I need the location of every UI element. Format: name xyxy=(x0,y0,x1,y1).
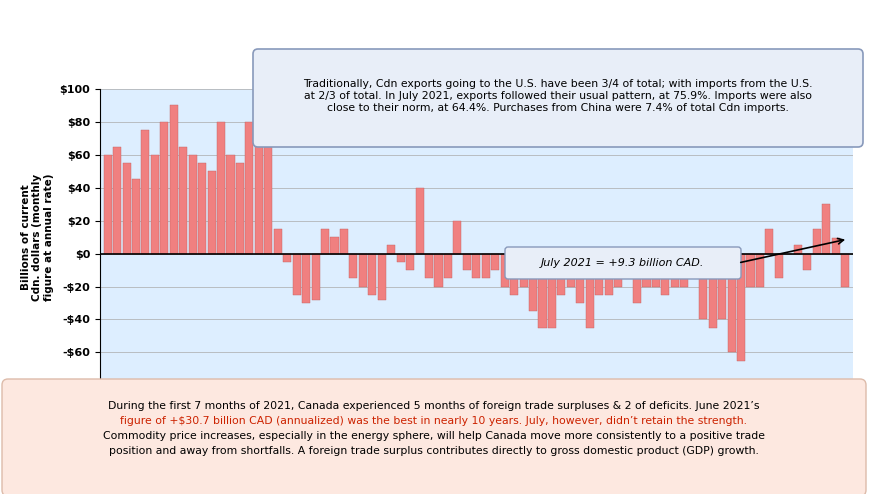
Bar xyxy=(641,253,650,287)
Bar xyxy=(123,163,130,253)
Bar xyxy=(472,253,480,278)
X-axis label: Year and month: Year and month xyxy=(421,416,531,429)
Bar xyxy=(283,253,291,262)
Y-axis label: Billions of current
Cdn. dollars (monthly
figure at annual rate): Billions of current Cdn. dollars (monthl… xyxy=(21,173,54,301)
Bar xyxy=(538,253,546,328)
Bar xyxy=(340,229,348,253)
Bar xyxy=(216,122,225,253)
Bar xyxy=(821,204,829,253)
Bar xyxy=(425,253,433,278)
Bar xyxy=(292,253,301,295)
Bar xyxy=(585,253,594,328)
Bar xyxy=(169,105,177,253)
Bar xyxy=(500,253,508,287)
Bar xyxy=(462,253,470,270)
Bar xyxy=(509,253,518,295)
Bar xyxy=(774,253,782,278)
Bar xyxy=(132,179,140,253)
Text: Traditionally, Cdn exports going to the U.S. have been 3/4 of total; with import: Traditionally, Cdn exports going to the … xyxy=(303,80,812,113)
Bar xyxy=(519,253,527,287)
Bar xyxy=(330,237,338,253)
Bar xyxy=(840,253,848,287)
Text: July 2021 = +9.3 billion CAD.: July 2021 = +9.3 billion CAD. xyxy=(541,258,704,268)
Bar xyxy=(142,130,149,253)
FancyBboxPatch shape xyxy=(2,379,865,494)
Bar xyxy=(160,122,169,253)
Bar xyxy=(189,155,196,253)
Text: figure of +$30.7 billion CAD (annualized) was the best in nearly 10 years. July,: figure of +$30.7 billion CAD (annualized… xyxy=(121,416,746,426)
Bar xyxy=(415,188,423,253)
Bar xyxy=(321,229,328,253)
Bar xyxy=(717,253,726,320)
Text: During the first 7 months of 2021, Canada experienced 5 months of foreign trade : During the first 7 months of 2021, Canad… xyxy=(108,401,759,411)
Bar xyxy=(453,221,461,253)
Bar xyxy=(150,155,159,253)
Bar xyxy=(633,253,640,303)
Bar xyxy=(708,253,716,328)
Bar xyxy=(746,253,753,287)
Bar xyxy=(567,253,574,287)
Bar xyxy=(481,253,489,278)
Bar xyxy=(699,253,706,320)
Bar xyxy=(387,246,395,253)
Bar xyxy=(614,253,621,287)
Bar xyxy=(434,253,442,287)
Bar xyxy=(680,253,687,287)
Bar xyxy=(604,253,612,295)
Bar xyxy=(208,171,216,253)
Bar xyxy=(245,122,253,253)
Bar xyxy=(179,147,187,253)
FancyBboxPatch shape xyxy=(253,49,862,147)
Bar xyxy=(557,253,565,295)
Bar xyxy=(793,246,801,253)
Bar xyxy=(226,155,235,253)
Bar xyxy=(311,253,319,300)
Bar xyxy=(302,253,310,303)
Bar xyxy=(358,253,367,287)
Bar xyxy=(396,253,404,262)
Bar xyxy=(670,253,678,287)
Bar xyxy=(755,253,763,287)
Bar xyxy=(802,253,810,270)
Bar xyxy=(812,229,819,253)
Bar xyxy=(736,253,744,361)
Bar xyxy=(264,147,272,253)
Bar xyxy=(689,253,697,278)
Bar xyxy=(113,147,121,253)
Bar xyxy=(547,253,555,328)
Text: position and away from shortfalls. A foreign trade surplus contributes directly : position and away from shortfalls. A for… xyxy=(109,446,758,456)
Bar xyxy=(349,253,357,278)
Text: Commodity price increases, especially in the energy sphere, will help Canada mov: Commodity price increases, especially in… xyxy=(103,431,764,441)
Bar xyxy=(274,229,282,253)
Bar xyxy=(198,163,206,253)
Bar xyxy=(368,253,376,295)
Bar xyxy=(594,253,602,295)
Bar xyxy=(651,253,660,287)
Bar xyxy=(255,138,262,253)
Bar xyxy=(831,238,839,253)
Bar xyxy=(103,155,111,253)
Bar xyxy=(660,253,668,295)
Bar xyxy=(491,253,499,270)
Bar xyxy=(726,253,735,352)
Bar xyxy=(443,253,452,278)
FancyBboxPatch shape xyxy=(504,247,740,279)
Bar xyxy=(528,253,536,311)
Bar xyxy=(406,253,414,270)
Bar xyxy=(377,253,385,300)
Bar xyxy=(765,229,773,253)
Bar xyxy=(235,163,243,253)
Bar xyxy=(575,253,584,303)
